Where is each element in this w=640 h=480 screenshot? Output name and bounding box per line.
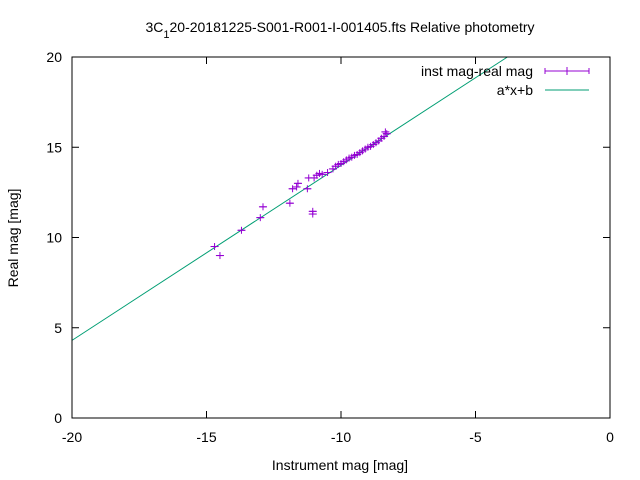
data-point bbox=[215, 252, 224, 260]
data-point bbox=[210, 243, 219, 251]
x-tick-label: -20 bbox=[62, 429, 82, 445]
x-tick-label: -5 bbox=[469, 429, 482, 445]
data-point bbox=[256, 214, 265, 222]
data-points-layer bbox=[210, 128, 391, 260]
title-suffix: 20-20181225-S001-R001-I-001405.fts Relat… bbox=[170, 19, 535, 35]
legend-sample-inst-mag bbox=[544, 67, 590, 75]
data-point bbox=[293, 179, 302, 187]
y-tick-label: 15 bbox=[46, 139, 62, 155]
data-point bbox=[381, 128, 390, 136]
axis-ticks bbox=[71, 56, 611, 419]
title-subscript: 1 bbox=[163, 29, 169, 41]
x-tick-label: 0 bbox=[606, 429, 614, 445]
data-point bbox=[308, 207, 317, 215]
y-tick-label: 0 bbox=[54, 410, 62, 426]
data-point bbox=[258, 203, 268, 211]
x-axis-title: Instrument mag [mag] bbox=[272, 457, 408, 473]
data-point bbox=[318, 170, 327, 178]
data-point bbox=[288, 185, 297, 193]
legend-label-inst-mag: inst mag-real mag bbox=[421, 63, 533, 79]
data-point bbox=[292, 183, 301, 191]
x-tick-label: -10 bbox=[331, 429, 351, 445]
y-tick-label: 5 bbox=[54, 320, 62, 336]
y-tick-label: 20 bbox=[46, 49, 62, 65]
data-point bbox=[303, 185, 312, 193]
data-point bbox=[323, 169, 332, 177]
y-tick-label: 10 bbox=[46, 230, 62, 246]
tick-labels: -20 -15 -10 -5 0 0 5 10 15 20 bbox=[46, 49, 614, 445]
chart-title: 3C120-20181225-S001-R001-I-001405.fts Re… bbox=[145, 19, 534, 41]
legend-label-fit: a*x+b bbox=[497, 82, 533, 98]
legend: inst mag-real mag a*x+b bbox=[421, 63, 590, 98]
data-point bbox=[285, 199, 294, 207]
fit-line bbox=[71, 56, 508, 341]
x-tick-label: -15 bbox=[196, 429, 216, 445]
title-prefix: 3C bbox=[145, 19, 163, 35]
data-point bbox=[237, 226, 246, 234]
fit-line-layer bbox=[71, 56, 508, 341]
plot-frame bbox=[71, 56, 611, 419]
data-point bbox=[382, 130, 391, 138]
y-axis-title: Real mag [mag] bbox=[5, 189, 21, 288]
